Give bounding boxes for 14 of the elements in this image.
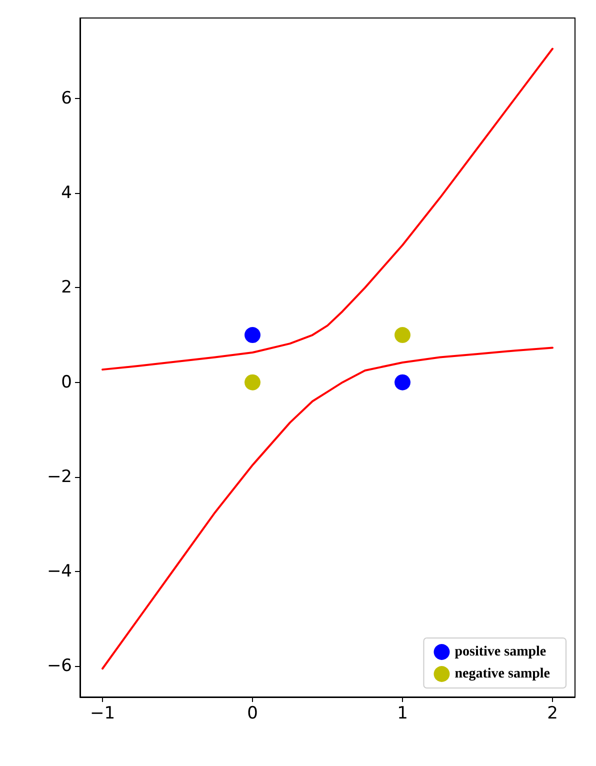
legend-label: negative sample [454,666,550,682]
y-tick-label: −4 [46,562,72,582]
y-tick-label: −6 [46,656,72,676]
x-tick-label: 1 [397,704,408,724]
x-tick-label: −1 [90,704,116,724]
x-tick-label: 0 [247,704,258,724]
legend-label: positive sample [454,644,546,660]
x-tick-label: 2 [547,704,558,724]
line-series [102,48,554,371]
y-tick-label: 2 [61,278,72,298]
y-tick-label: 0 [61,372,72,392]
y-tick-label: 6 [61,88,72,108]
y-tick-label: 4 [61,183,72,204]
y-tick-label: −2 [46,466,72,487]
